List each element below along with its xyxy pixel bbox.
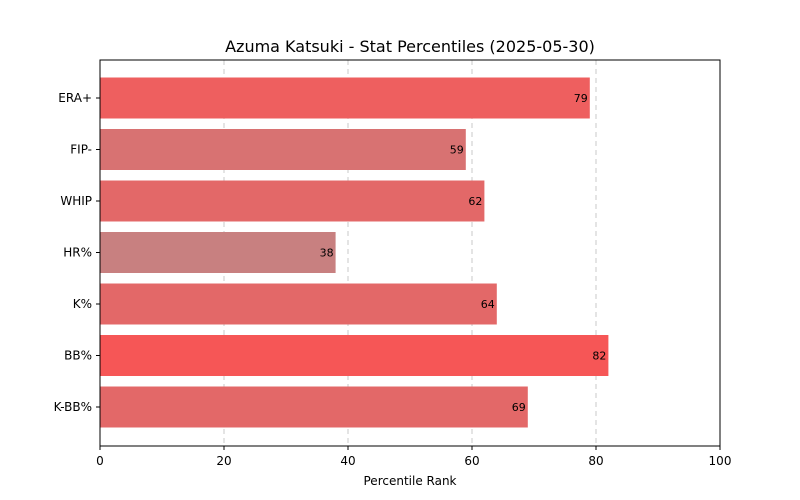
bar-value-label: 59 [450,144,464,157]
bar-value-labels: 79 59 62 38 64 82 69 [320,92,607,414]
x-tick-label: 80 [588,454,603,468]
bar-value-label: 64 [481,298,495,311]
bar-fip- [100,129,466,170]
bar-k- [100,283,497,325]
bar-value-label: 82 [592,350,606,363]
x-tick-label: 100 [709,454,732,468]
y-tick-label: FIP- [70,143,92,157]
y-axis-ticks: ERA+ FIP- WHIP HR% K% BB% K-BB% [54,91,100,414]
y-tick-label: HR% [63,246,92,260]
x-tick-label: 0 [96,454,104,468]
x-tick-label: 60 [464,454,479,468]
bar-value-label: 38 [320,247,334,260]
bar-value-label: 62 [468,195,482,208]
bars [100,77,609,428]
x-axis-label: Percentile Rank [364,474,457,488]
bar-whip [100,180,485,222]
x-axis-ticks: 0 20 40 60 80 100 [96,446,731,468]
bar-value-label: 79 [574,92,588,105]
y-tick-label: K% [73,297,92,311]
y-tick-label: WHIP [60,194,92,208]
bar-era- [100,77,590,119]
bar-value-label: 69 [512,401,526,414]
y-tick-label: BB% [64,349,92,363]
y-tick-label: ERA+ [58,91,92,105]
bar-hr- [100,232,336,273]
bar-bb- [100,335,609,376]
y-tick-label: K-BB% [54,400,92,414]
bar-k-bb- [100,386,528,428]
chart-title: Azuma Katsuki - Stat Percentiles (2025-0… [225,37,595,56]
x-tick-label: 40 [340,454,355,468]
x-tick-label: 20 [216,454,231,468]
